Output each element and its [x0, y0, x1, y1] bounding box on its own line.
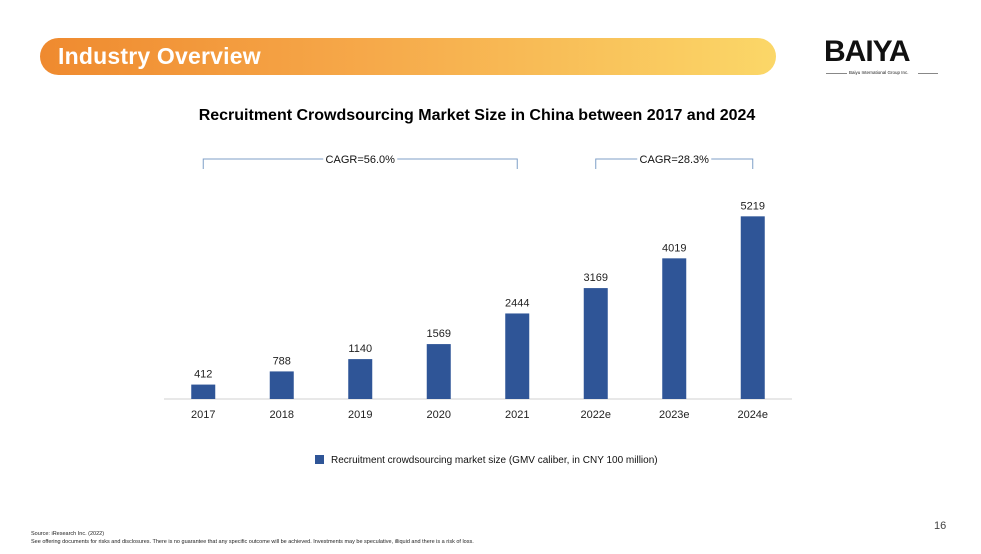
page-title: Industry Overview	[58, 43, 261, 69]
x-tick-label-2019: 2019	[348, 409, 372, 421]
chart-title: Recruitment Crowdsourcing Market Size in…	[198, 107, 756, 124]
x-tick-label-2024e: 2024e	[737, 409, 768, 421]
bar-2019	[348, 359, 373, 399]
bar-2018	[269, 371, 294, 399]
bar-2022e	[583, 288, 608, 399]
x-tick-label-2022e: 2022e	[580, 409, 611, 421]
data-label-2022e: 3169	[584, 272, 608, 284]
source-note: Source: iResearch Inc. (2022)	[31, 531, 105, 537]
x-tick-label-2023e: 2023e	[659, 409, 690, 421]
x-tick-label-2018: 2018	[270, 409, 294, 421]
cagr-label-1: CAGR=56.0%	[326, 154, 396, 166]
x-tick-label-2020: 2020	[427, 409, 451, 421]
legend-label: Recruitment crowdsourcing market size (G…	[331, 455, 658, 466]
disclaimer-note: See offering documents for risks and dis…	[31, 539, 474, 545]
data-label-2019: 1140	[348, 343, 372, 355]
bar-2021	[505, 313, 530, 399]
baiya-logo: BAIYA Baiyu International Group Inc.	[822, 35, 942, 85]
cagr-label-2: CAGR=28.3%	[640, 154, 710, 166]
data-label-2020: 1569	[427, 328, 451, 340]
bar-2020	[426, 344, 451, 399]
logo-text: BAIYA	[824, 35, 911, 68]
data-label-2024e: 5219	[741, 200, 765, 212]
cagr-bracket-1	[202, 158, 518, 169]
header-banner: Industry Overview	[40, 38, 776, 75]
bar-2023e	[662, 258, 687, 399]
data-label-2023e: 4019	[662, 242, 686, 254]
x-tick-label-2021: 2021	[505, 409, 529, 421]
bar-2024e	[740, 216, 765, 399]
logo-divider-right	[918, 73, 938, 74]
logo-subtitle: Baiyu International Group Inc.	[849, 70, 909, 75]
page-number: 16	[934, 520, 947, 532]
logo-divider-left	[826, 73, 847, 74]
data-label-2018: 788	[273, 355, 291, 367]
cagr-bracket-2	[595, 158, 754, 169]
legend-swatch	[315, 455, 324, 464]
footer: Source: iResearch Inc. (2022) See offeri…	[31, 530, 474, 546]
bar-2017	[191, 384, 216, 399]
x-tick-label-2017: 2017	[191, 409, 215, 421]
data-label-2021: 2444	[505, 297, 529, 309]
data-label-2017: 412	[194, 369, 212, 381]
